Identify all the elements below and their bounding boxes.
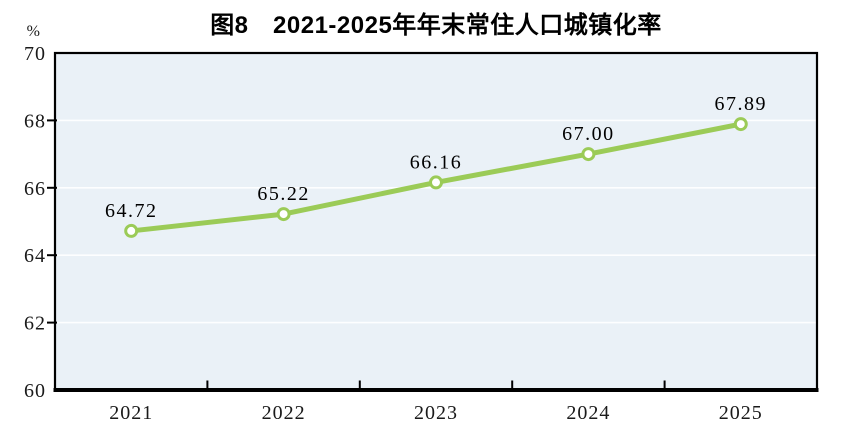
x-axis-tick-label: 2024: [566, 402, 610, 424]
y-axis-unit-label: %: [27, 23, 40, 40]
y-axis-tick-label: 70: [24, 43, 46, 65]
y-axis-tick-label: 66: [24, 178, 46, 200]
data-point-label: 66.16: [410, 151, 463, 173]
data-point-marker: [733, 117, 748, 132]
x-axis-tick-label: 2023: [414, 402, 458, 424]
plot-area: [55, 53, 817, 390]
x-axis-tick-label: 2022: [262, 402, 306, 424]
x-axis-tick-label: 2021: [109, 402, 153, 424]
y-axis-tick-label: 68: [24, 110, 46, 132]
data-point-label: 65.22: [257, 183, 310, 205]
data-point-label: 64.72: [105, 200, 158, 222]
chart-title: 图8 2021-2025年年末常住人口城镇化率: [210, 12, 662, 39]
data-point-marker: [276, 207, 291, 222]
data-point-marker: [581, 147, 596, 162]
x-axis-tick-label: 2025: [719, 402, 763, 424]
data-point-label: 67.00: [562, 123, 615, 145]
y-axis-tick-label: 64: [24, 245, 46, 267]
y-axis-tick-label: 60: [24, 380, 46, 402]
y-axis-tick-label: 62: [24, 313, 46, 335]
data-point-marker: [124, 223, 139, 238]
data-point-label: 67.89: [715, 93, 768, 115]
data-point-marker: [429, 175, 443, 190]
